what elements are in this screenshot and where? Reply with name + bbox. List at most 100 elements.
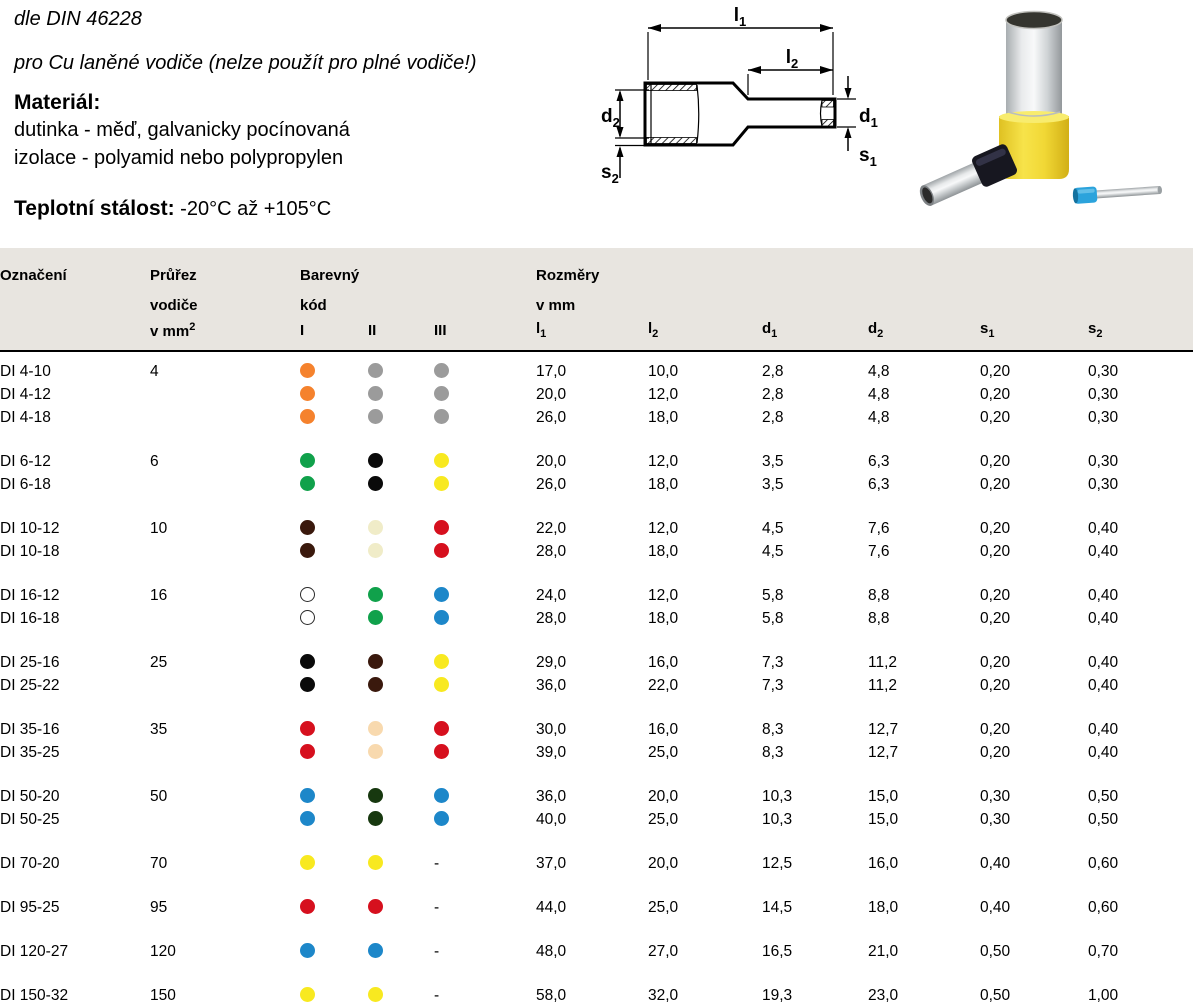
header-dim-d1: d1 (762, 318, 868, 352)
color-code-cell-i (300, 584, 368, 607)
dimension-cell: 0,40 (1088, 519, 1119, 537)
temperature-stability-line: Teplotní stálost: -20°C až +105°C (14, 197, 331, 221)
color-code-cell-iii (434, 808, 536, 831)
color-code-cell-i (300, 896, 368, 919)
dimension-cell: 3,5 (762, 452, 784, 470)
table-row: DI 6-18 26,0 18,0 3,5 6,3 0,20 0,30 (0, 473, 1193, 496)
designation-cell: DI 6-12 (0, 452, 51, 470)
header-color-ii: II (368, 318, 434, 352)
color-code-cell-i (300, 940, 368, 963)
label-s2: s2 (601, 162, 619, 186)
group-spacer (0, 875, 1193, 896)
dimension-cell: 0,20 (980, 452, 1011, 470)
color-dot (434, 362, 449, 378)
dimension-cell: 20,0 (648, 787, 679, 805)
dimension-cell: 0,50 (980, 942, 1011, 960)
dimension-cell: 30,0 (536, 720, 567, 738)
dimension-cell: 20,0 (536, 385, 567, 403)
dimension-cell: 0,40 (1088, 743, 1119, 761)
dimension-cell: 0,20 (980, 743, 1011, 761)
dimension-cell: 0,30 (1088, 475, 1119, 493)
header-cross-section-2: vodiče (150, 292, 300, 318)
color-dot (368, 452, 383, 468)
color-dot (368, 542, 383, 558)
dimension-d1 (837, 76, 856, 151)
dimension-cell: 0,20 (980, 720, 1011, 738)
ferrule-outline (643, 81, 837, 147)
dimension-cell: 0,20 (980, 676, 1011, 694)
color-code-cell-i (300, 540, 368, 563)
dimension-cell: 26,0 (536, 408, 567, 426)
table-row: DI 6-12 6 20,0 12,0 3,5 6,3 0,20 0,30 (0, 450, 1193, 473)
color-code-cell-ii (368, 984, 434, 1002)
color-dot (300, 986, 315, 1002)
color-dot (300, 720, 315, 736)
designation-cell: DI 150-32 (0, 986, 69, 1002)
dimension-cell: 0,30 (1088, 408, 1119, 426)
dimension-cell: 25,0 (648, 743, 679, 761)
color-code-cell-ii (368, 741, 434, 764)
color-code-cell-iii (434, 360, 536, 383)
color-dot (368, 854, 383, 870)
color-code-cell-i (300, 450, 368, 473)
header-dim-l2: l2 (648, 318, 762, 352)
color-dot (300, 542, 315, 558)
dimension-cell: 8,3 (762, 720, 784, 738)
color-dot (300, 609, 315, 625)
designation-cell: DI 6-18 (0, 475, 51, 493)
dimension-cell: 10,3 (762, 810, 793, 828)
dimension-cell: 15,0 (868, 787, 899, 805)
designation-cell: DI 16-18 (0, 609, 60, 627)
dimension-cell: 20,0 (536, 452, 567, 470)
color-dot (300, 942, 315, 958)
material-line-sleeve: dutinka - měď, galvanicky pocínovaná (14, 119, 350, 141)
dimension-d2 (615, 89, 649, 139)
dimension-cell: 4,5 (762, 542, 784, 560)
dimension-cell: 8,8 (868, 586, 890, 604)
group-spacer (0, 963, 1193, 984)
cross-section-cell: 6 (150, 452, 159, 470)
cross-section-cell (150, 808, 300, 831)
color-code-cell-ii (368, 896, 434, 919)
dimension-cell: 6,3 (868, 452, 890, 470)
table-row: DI 70-20 70 - 37,0 20,0 12,5 16,0 0,40 0,60 (0, 852, 1193, 875)
dimension-cell: 0,30 (1088, 452, 1119, 470)
table-row: DI 25-22 36,0 22,0 7,3 11,2 0,20 0,40 (0, 674, 1193, 697)
dimension-cell: 12,7 (868, 743, 899, 761)
designation-cell: DI 50-20 (0, 787, 60, 805)
color-dot (368, 519, 383, 535)
dimension-cell: 0,40 (980, 854, 1011, 872)
header-color-i: I (300, 318, 368, 352)
dimension-cell: 12,0 (648, 452, 679, 470)
color-dot (300, 676, 315, 692)
dimension-cell: 48,0 (536, 942, 567, 960)
dimension-cell: 7,3 (762, 676, 784, 694)
color-dot (300, 743, 315, 759)
color-dot (300, 787, 315, 803)
group-spacer (0, 697, 1193, 718)
label-d1: d1 (859, 106, 878, 130)
color-dot (368, 408, 383, 424)
dimension-cell: 27,0 (648, 942, 679, 960)
dimension-cell: 24,0 (536, 586, 567, 604)
cross-section-cell (150, 741, 300, 764)
color-code-cell-ii (368, 473, 434, 496)
color-code-cell-ii (368, 383, 434, 406)
color-dot (300, 475, 315, 491)
color-code-cell-ii (368, 674, 434, 697)
color-code-cell-ii (368, 584, 434, 607)
color-code-cell-iii (434, 406, 536, 429)
color-code-cell-iii (434, 540, 536, 563)
dimension-cell: 2,8 (762, 408, 784, 426)
dimension-cell: 0,30 (1088, 362, 1119, 380)
dimension-cell: 0,40 (1088, 676, 1119, 694)
color-code-cell-iii (434, 674, 536, 697)
dimension-cell: 7,6 (868, 542, 890, 560)
cross-section-cell: 95 (150, 898, 168, 916)
color-dot (434, 586, 449, 602)
color-code-cell-iii (434, 517, 536, 540)
label-d2: d2 (601, 106, 620, 130)
color-code-cell-i (300, 360, 368, 383)
table-row: DI 10-12 10 22,0 12,0 4,5 7,6 0,20 0,40 (0, 517, 1193, 540)
cross-section-cell (150, 473, 300, 496)
